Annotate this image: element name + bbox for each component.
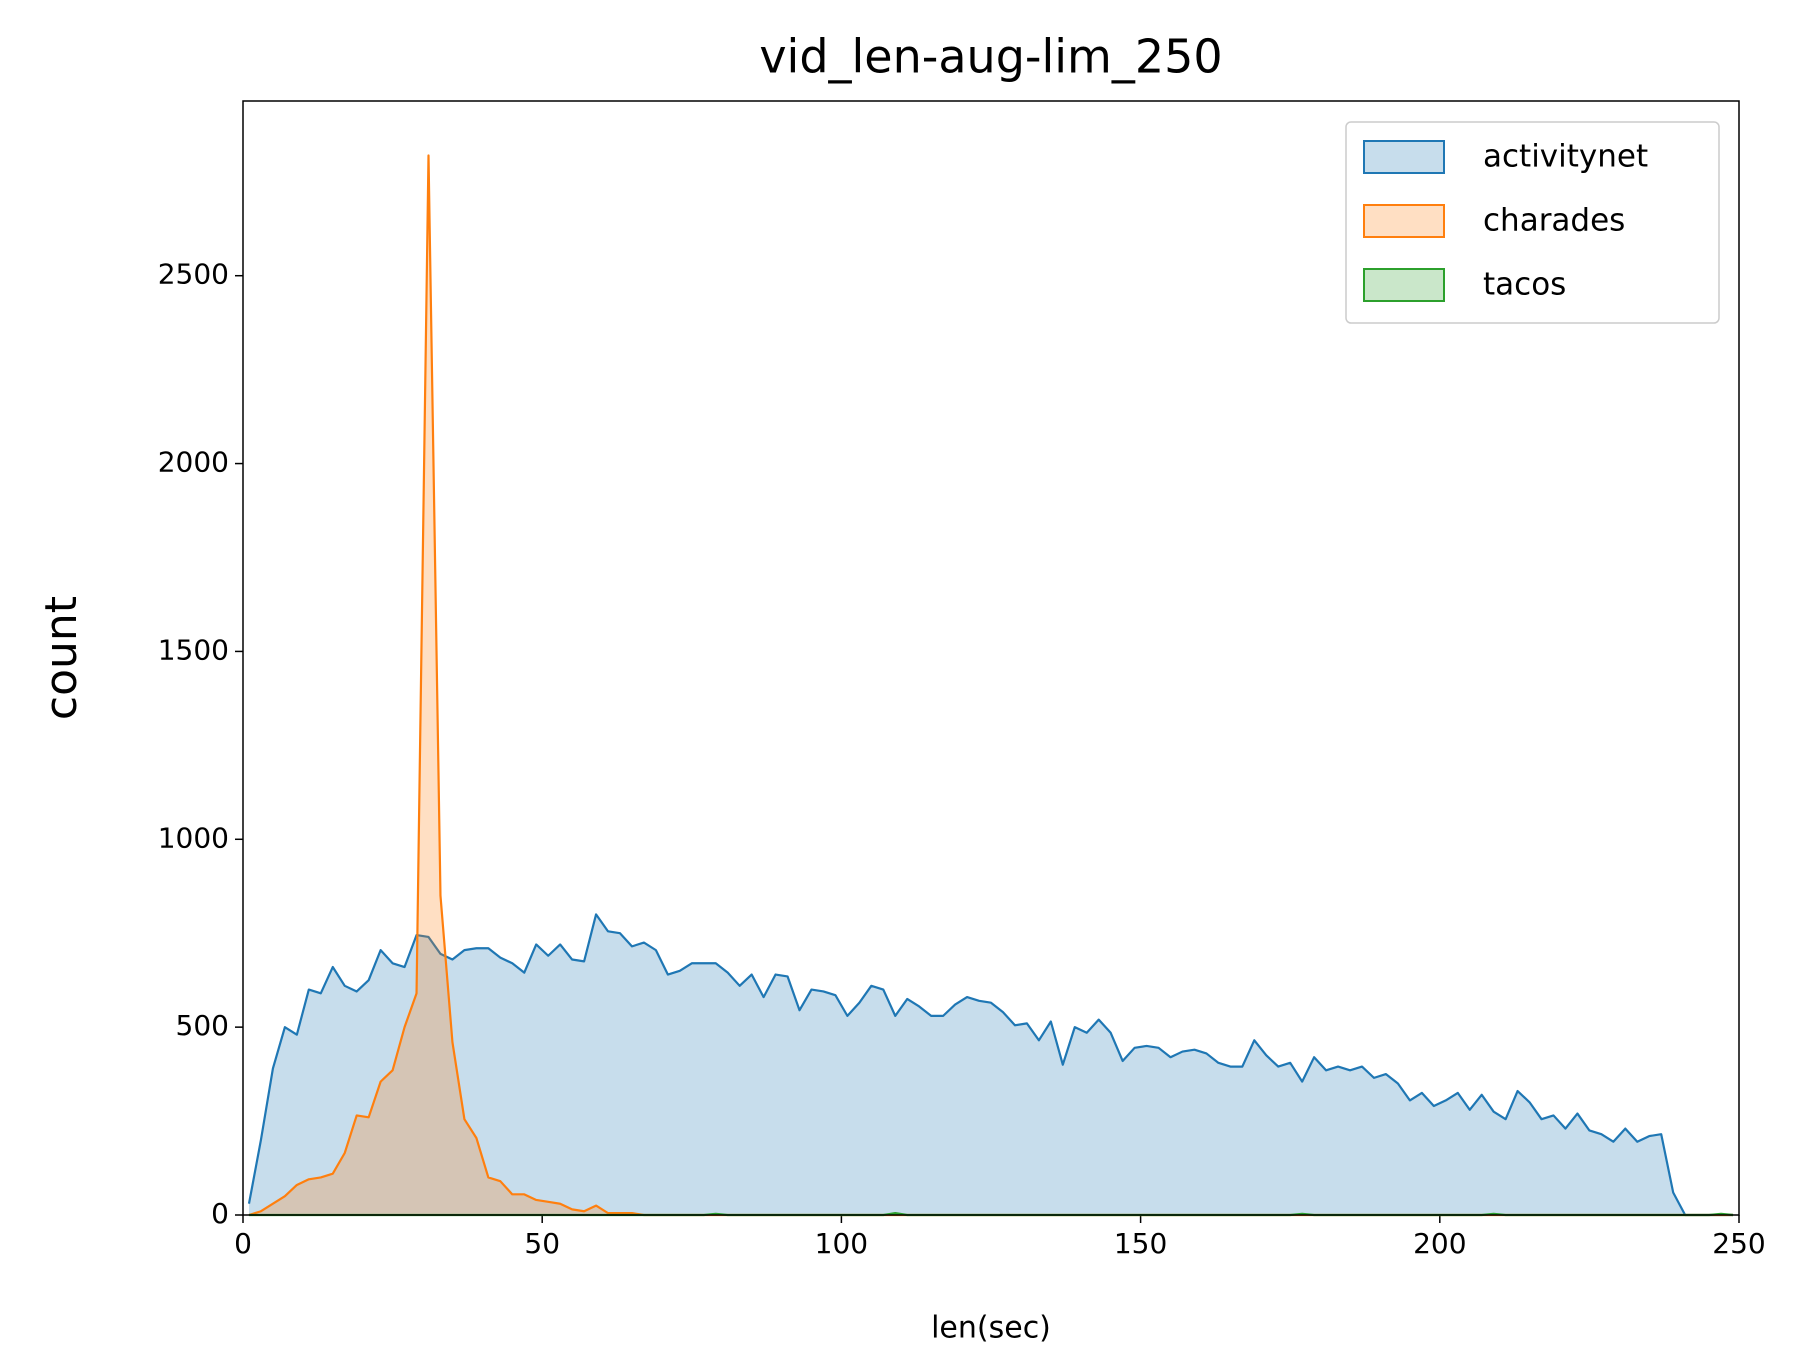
legend-swatch <box>1363 204 1445 238</box>
legend-label: activitynet <box>1483 139 1648 175</box>
x-tick-label: 0 <box>234 1227 252 1260</box>
y-tick-label: 1500 <box>158 633 229 666</box>
y-tick-label: 500 <box>176 1009 229 1042</box>
x-tick-label: 100 <box>815 1227 868 1260</box>
y-tick-label: 2500 <box>158 258 229 291</box>
y-tick-label: 1000 <box>158 821 229 854</box>
x-tick-label: 150 <box>1114 1227 1167 1260</box>
y-axis-label: count <box>36 596 87 720</box>
area-fill <box>248 155 1734 1216</box>
x-tick-label: 200 <box>1413 1227 1466 1260</box>
area-line <box>247 913 1734 1217</box>
x-tick-label: 50 <box>524 1227 560 1260</box>
y-tick-label: 0 <box>211 1197 229 1230</box>
x-tick-label: 250 <box>1712 1227 1765 1260</box>
area-fill <box>248 914 1734 1215</box>
chart-title: vid_len-aug-lim_250 <box>759 30 1222 84</box>
legend-label: charades <box>1483 203 1625 239</box>
legend-swatch <box>1363 140 1445 174</box>
y-tick-label: 2000 <box>158 446 229 479</box>
legend-label: tacos <box>1483 267 1566 303</box>
x-axis-label: len(sec) <box>931 1311 1051 1346</box>
plot-frame <box>242 100 1740 1216</box>
legend-swatch <box>1363 268 1445 302</box>
